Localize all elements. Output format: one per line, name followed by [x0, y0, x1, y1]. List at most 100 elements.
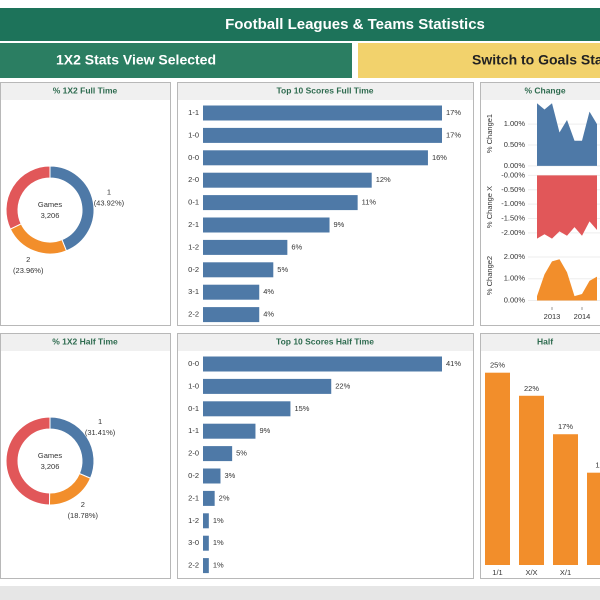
category-label: 0-2 [188, 265, 199, 274]
value-label: 11% [362, 198, 377, 207]
panel-title-bar [1, 83, 170, 100]
panel-title: Top 10 Scores Half Time [276, 336, 374, 346]
category-label: 1-2 [188, 242, 199, 251]
view-button-label[interactable]: 1X2 Stats View Selected [56, 52, 216, 68]
category-label: 0-1 [188, 404, 199, 413]
category-label: 0-0 [188, 153, 199, 162]
value-label: 1% [213, 538, 224, 547]
bar [203, 401, 291, 417]
panel-title: % 1X2 Half Time [52, 336, 118, 346]
category-label: 2-1 [188, 493, 199, 502]
value-label: 9% [334, 220, 345, 229]
panel-title-bar [481, 334, 600, 351]
value-label: 22% [335, 381, 350, 390]
category-label: 0-1 [188, 198, 199, 207]
y-axis-title: % Change X [485, 186, 494, 228]
panel-title: % 1X2 Full Time [53, 85, 118, 95]
x-tick-label: 2014 [574, 312, 591, 321]
category-label: 1-0 [188, 381, 199, 390]
y-tick-label: 1.00% [504, 274, 526, 283]
x-tick-label: 1/1 [492, 568, 502, 577]
bar [203, 468, 221, 484]
bar [203, 105, 442, 121]
bar [203, 356, 442, 372]
category-label: 1-2 [188, 516, 199, 525]
value-label: 4% [263, 310, 274, 319]
bar [203, 378, 332, 394]
view-button[interactable] [0, 43, 352, 78]
category-label: 1-0 [188, 130, 199, 139]
segment-value-label: (43.92%) [94, 199, 125, 208]
area [537, 103, 597, 166]
y-tick-label: -0.50% [501, 185, 525, 194]
category-label: 2-2 [188, 561, 199, 570]
bar [203, 217, 330, 233]
y-tick-label: 0.00% [504, 161, 526, 170]
center-label: Games [38, 200, 62, 209]
y-tick-label: 0.50% [504, 140, 526, 149]
category-label: 3-0 [188, 538, 199, 547]
switch-button[interactable] [358, 43, 600, 78]
value-label: 16% [432, 153, 447, 162]
panel-title-bar [1, 334, 170, 351]
bar [203, 513, 209, 529]
x-tick-label: 2013 [544, 312, 561, 321]
y-tick-label: -2.00% [501, 228, 525, 237]
y-tick-label: 0.00% [504, 295, 526, 304]
y-axis-title: % Change1 [485, 114, 494, 153]
bar [203, 172, 372, 188]
value-label: 1% [213, 516, 224, 525]
switch-button-label[interactable]: Switch to Goals Sta [472, 52, 600, 68]
segment-label: 2 [26, 255, 30, 264]
header-bar [0, 8, 600, 41]
segment-value-label: (18.78%) [68, 511, 99, 520]
y-tick-label: -1.00% [501, 199, 525, 208]
header-title: Football Leagues & Teams Statistics [225, 16, 485, 33]
category-label: 1-1 [188, 108, 199, 117]
y-tick-label: 1.00% [504, 119, 526, 128]
value-label: 5% [277, 265, 288, 274]
y-axis-title: % Change2 [485, 256, 494, 295]
category-label: 0-0 [188, 359, 199, 368]
footer-strip [0, 586, 600, 600]
value-label: 6% [291, 242, 302, 251]
x-tick-label: X/1 [560, 568, 571, 577]
bar [203, 558, 209, 574]
bar [587, 472, 600, 565]
value-label: 4% [263, 287, 274, 296]
bar [203, 446, 233, 462]
segment-value-label: (31.41%) [85, 428, 116, 437]
panel-title: Top 10 Scores Full Time [277, 85, 374, 95]
value-label: 3% [224, 471, 235, 480]
value-label: 12 [595, 461, 600, 470]
category-label: 2-1 [188, 220, 199, 229]
category-label: 2-2 [188, 310, 199, 319]
bar [203, 307, 260, 323]
panel-title: Half [537, 336, 553, 346]
donut-segment [5, 165, 51, 230]
bar [485, 372, 510, 565]
category-label: 2-0 [188, 175, 199, 184]
x-tick-label: X/X [525, 568, 537, 577]
panel-title-bar [481, 83, 600, 100]
bar [203, 490, 215, 506]
value-label: 17% [446, 130, 461, 139]
value-label: 5% [236, 449, 247, 458]
value-label: 22% [524, 384, 539, 393]
area [537, 175, 597, 239]
segment-value-label: (23.96%) [13, 266, 44, 275]
value-label: 12% [376, 175, 391, 184]
bar [553, 434, 578, 565]
bar [203, 150, 428, 166]
center-value: 3,206 [41, 211, 60, 220]
bar [203, 284, 260, 300]
area [537, 259, 597, 301]
y-tick-label: 2.00% [504, 252, 526, 261]
y-tick-label: -0.00% [501, 170, 525, 179]
segment-label: 1 [98, 417, 102, 426]
segment-label: 2 [81, 500, 85, 509]
center-label: Games [38, 451, 62, 460]
bar [203, 239, 288, 255]
